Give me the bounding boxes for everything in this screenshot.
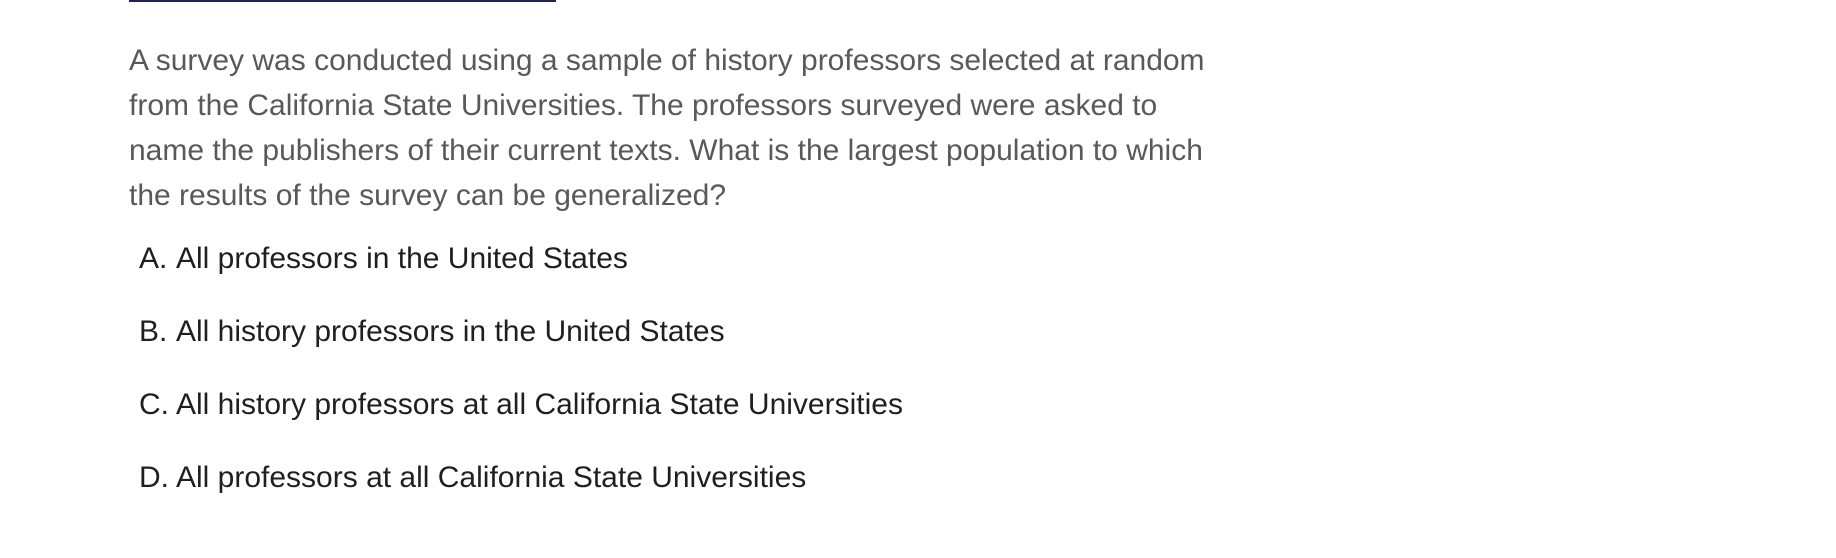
choice-letter: C. xyxy=(139,388,169,421)
answer-choices-list: A. All professors in the United States B… xyxy=(139,236,903,528)
top-divider xyxy=(129,0,556,2)
answer-choice-d[interactable]: D. All professors at all California Stat… xyxy=(139,455,903,528)
answer-choice-a[interactable]: A. All professors in the United States xyxy=(139,236,903,309)
choice-letter: D. xyxy=(139,461,169,494)
choice-letter: A. xyxy=(139,242,168,275)
choice-letter: B. xyxy=(139,315,168,348)
answer-choice-b[interactable]: B. All history professors in the United … xyxy=(139,309,903,382)
question-text: A survey was conducted using a sample of… xyxy=(129,44,1205,212)
choice-text: All professors in the United States xyxy=(176,242,628,275)
choice-text: All professors at all California State U… xyxy=(176,461,807,494)
choice-text: All history professors at all California… xyxy=(176,388,903,421)
answer-choice-c[interactable]: C. All history professors at all Califor… xyxy=(139,382,903,455)
choice-text: All history professors in the United Sta… xyxy=(176,315,725,348)
